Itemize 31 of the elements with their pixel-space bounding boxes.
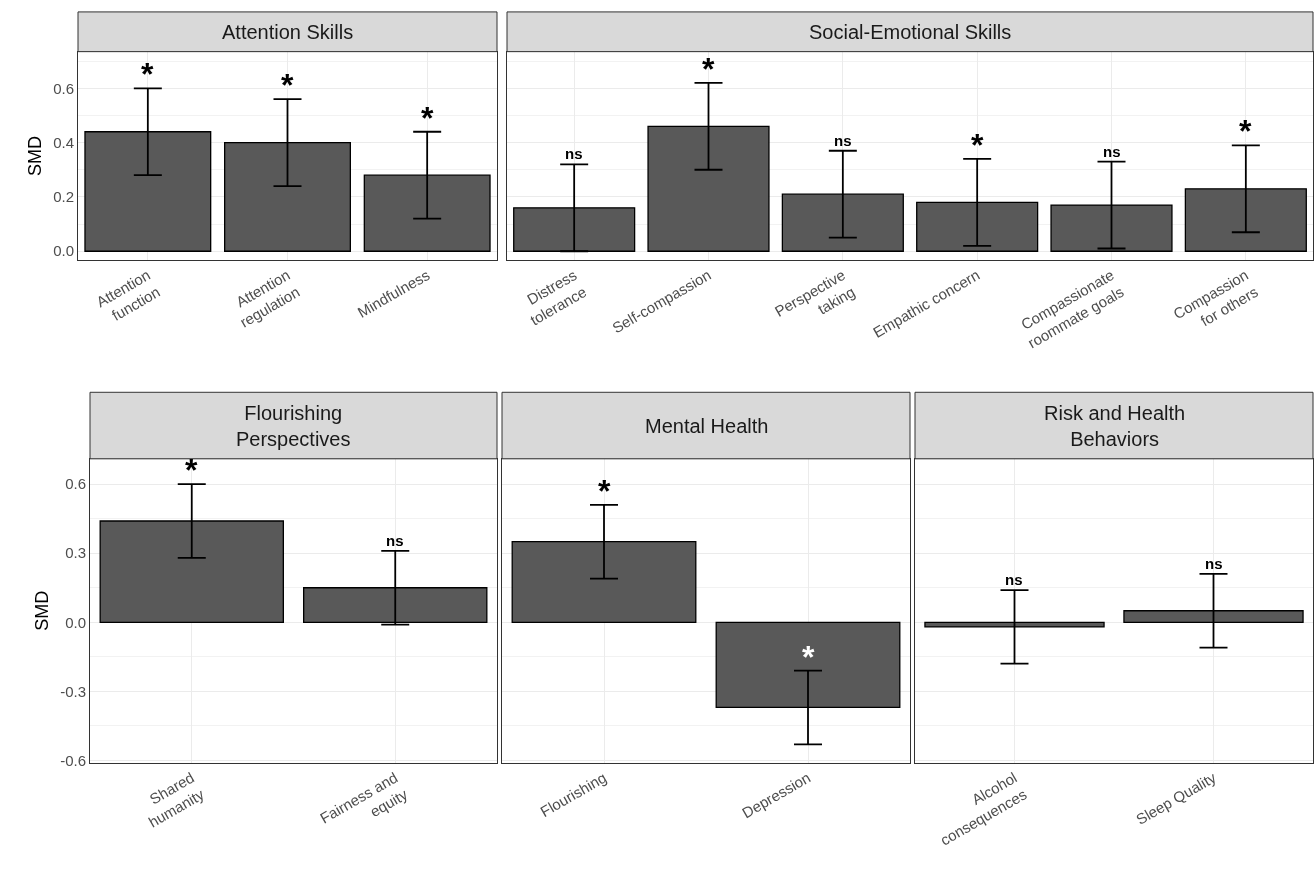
y-axis-title: SMD — [25, 135, 46, 176]
annotation: ns — [565, 145, 583, 162]
annotation: ns — [1205, 555, 1223, 572]
annotation: ns — [386, 532, 404, 549]
y-tick-label: 0.0 — [53, 242, 74, 260]
y-tick-label: 0.2 — [53, 188, 74, 206]
y-tick-label: 0.6 — [65, 475, 86, 493]
y-tick-label: 0.6 — [53, 79, 74, 97]
annotation: * — [802, 639, 815, 675]
y-tick-label: 0.3 — [65, 544, 86, 562]
y-tick-label: -0.3 — [60, 682, 86, 700]
chart-title: Attention Skills — [222, 21, 354, 43]
annotation: * — [281, 67, 294, 103]
annotation: * — [141, 56, 154, 92]
annotation: * — [1239, 113, 1252, 149]
annotation: ns — [1005, 571, 1023, 588]
chart-title: Flourishing Perspectives — [236, 402, 351, 450]
y-axis-title: SMD — [32, 590, 53, 631]
annotation: * — [598, 473, 611, 509]
chart-title: Mental Health — [645, 415, 769, 437]
y-tick-label: 0.0 — [65, 613, 86, 631]
annotation: * — [421, 100, 434, 136]
annotation: ns — [834, 132, 852, 149]
annotation: * — [702, 51, 715, 87]
annotation: * — [185, 452, 198, 488]
y-tick-label: 0.4 — [53, 133, 74, 151]
annotation: ns — [1103, 143, 1121, 160]
annotation: * — [971, 127, 984, 163]
y-tick-label: -0.6 — [60, 751, 86, 769]
chart-title: Risk and Health Behaviors — [1044, 402, 1186, 450]
chart-title: Social-Emotional Skills — [809, 21, 1012, 43]
